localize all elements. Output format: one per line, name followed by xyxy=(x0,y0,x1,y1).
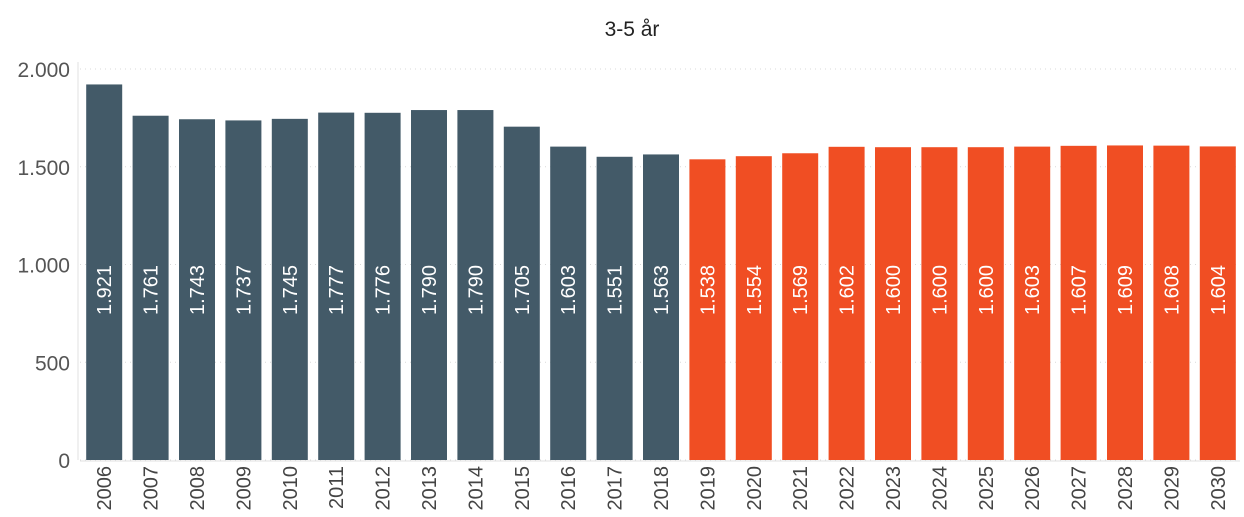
bar-value-label: 1.607 xyxy=(1069,265,1091,315)
chart-title: 3-5 år xyxy=(605,18,660,41)
y-tick-label: 2.000 xyxy=(17,59,70,82)
bar-value-label: 1.790 xyxy=(465,265,487,315)
bar-value-label: 1.777 xyxy=(326,265,348,315)
bar xyxy=(735,156,772,460)
bar xyxy=(967,147,1004,460)
x-tick-label: 2018 xyxy=(651,466,673,511)
x-tick-label: 2019 xyxy=(697,466,719,511)
bar-value-label: 1.603 xyxy=(1022,265,1044,315)
bar xyxy=(271,118,308,460)
bar-value-label: 1.776 xyxy=(373,265,395,315)
bar xyxy=(643,154,679,460)
bar xyxy=(503,126,540,461)
bar xyxy=(550,146,587,460)
bar xyxy=(457,110,494,461)
y-axis: 0 500 1.000 1.500 2.000 xyxy=(17,59,79,473)
bar-value-label: 1.600 xyxy=(929,265,951,315)
x-tick-label: 2028 xyxy=(1115,466,1137,511)
bar-value-label: 1.602 xyxy=(837,265,859,315)
bar-value-label: 1.745 xyxy=(280,265,302,315)
bar xyxy=(318,112,355,460)
x-tick-label: 2014 xyxy=(465,466,487,511)
x-tick-label: 2026 xyxy=(1022,466,1044,511)
x-tick-label: 2024 xyxy=(929,466,951,511)
bar-value-label: 1.538 xyxy=(697,265,719,315)
x-tick-label: 2015 xyxy=(512,466,534,511)
bar-value-label: 1.600 xyxy=(976,265,998,315)
bar-value-label: 1.743 xyxy=(187,265,209,315)
y-tick-label: 1.000 xyxy=(17,255,70,278)
bar-value-label: 1.551 xyxy=(605,265,627,315)
bar-value-label: 1.563 xyxy=(651,265,673,315)
bar-value-label: 1.608 xyxy=(1161,265,1183,315)
x-tick-label: 2006 xyxy=(94,466,116,511)
bar-value-label: 1.554 xyxy=(744,265,766,315)
x-tick-label: 2016 xyxy=(558,466,580,511)
bar xyxy=(1060,145,1097,461)
x-tick-label: 2012 xyxy=(373,466,395,511)
bar-value-label: 1.761 xyxy=(141,265,163,315)
bar xyxy=(1107,145,1143,461)
x-tick-label: 2017 xyxy=(605,466,627,511)
bar xyxy=(1014,146,1051,460)
bar-value-label: 1.609 xyxy=(1115,265,1137,315)
y-tick-label: 500 xyxy=(35,352,70,375)
bar xyxy=(411,110,447,461)
x-tick-label: 2007 xyxy=(141,466,163,511)
bar xyxy=(596,156,633,461)
bar xyxy=(1153,145,1190,461)
bar xyxy=(875,147,911,460)
bar xyxy=(828,146,865,460)
bar xyxy=(921,147,958,460)
bar-value-label: 1.600 xyxy=(883,265,905,315)
x-tick-label: 2023 xyxy=(883,466,905,511)
bar xyxy=(132,115,169,461)
y-tick-label: 1.500 xyxy=(17,157,70,180)
x-axis: 2006 2007 2008 2009 2010 2011 2012 2013 2014 2015… xyxy=(80,460,1240,511)
x-tick-label: 2008 xyxy=(187,466,209,511)
x-tick-label: 2030 xyxy=(1208,466,1230,511)
bar xyxy=(179,119,215,460)
bar xyxy=(86,84,123,460)
bars: 1.921 1.761 1.743 1.737 1.745 1.777 1.776 1.790… xyxy=(86,84,1236,461)
bar xyxy=(689,159,726,461)
bar-value-label: 1.790 xyxy=(419,265,441,315)
x-tick-label: 2021 xyxy=(790,466,812,511)
x-tick-label: 2029 xyxy=(1161,466,1183,511)
bar xyxy=(225,120,262,460)
x-tick-label: 2027 xyxy=(1069,466,1091,511)
x-tick-label: 2020 xyxy=(744,466,766,511)
x-tick-label: 2009 xyxy=(233,466,255,511)
bar-value-label: 1.604 xyxy=(1208,265,1230,315)
x-tick-label: 2011 xyxy=(326,466,348,509)
bar-value-label: 1.705 xyxy=(512,265,534,315)
x-tick-label: 2013 xyxy=(419,466,441,511)
y-tick-label: 0 xyxy=(58,450,70,473)
x-tick-label: 2025 xyxy=(976,466,998,511)
bar-value-label: 1.737 xyxy=(233,265,255,315)
bar-value-label: 1.921 xyxy=(94,265,116,315)
bar xyxy=(782,153,819,460)
x-tick-label: 2010 xyxy=(280,466,302,511)
bar xyxy=(364,112,401,461)
bar xyxy=(1199,146,1236,460)
bar-value-label: 1.569 xyxy=(790,265,812,315)
x-tick-label: 2022 xyxy=(837,466,859,511)
bar-value-label: 1.603 xyxy=(558,265,580,315)
